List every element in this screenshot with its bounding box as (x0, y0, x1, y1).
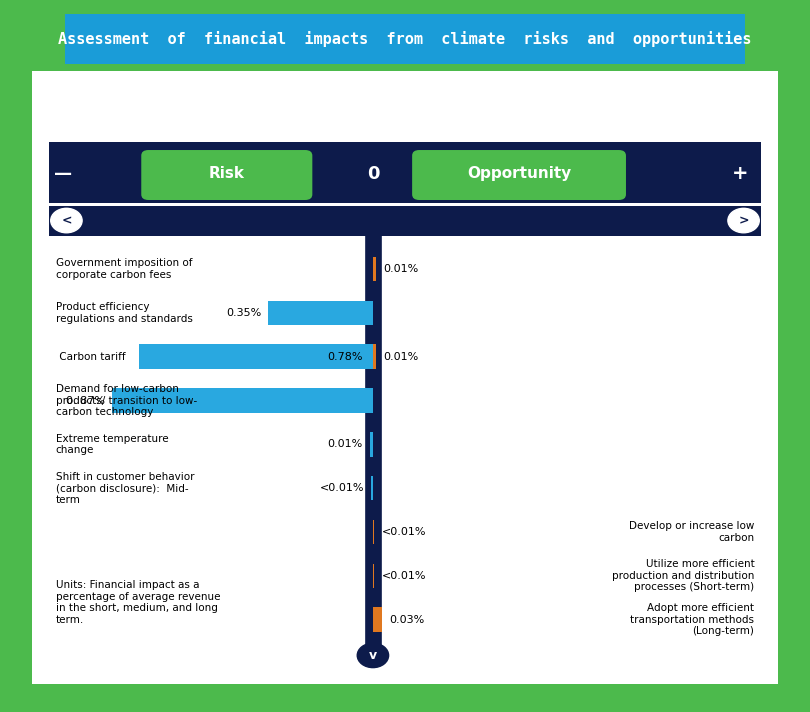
Text: Shift in customer behavior
(carbon disclosure):  Mid-
term: Shift in customer behavior (carbon discl… (56, 471, 194, 505)
Circle shape (357, 643, 389, 668)
Text: Risk: Risk (209, 167, 245, 182)
Text: Carbon tariff: Carbon tariff (56, 352, 126, 362)
FancyBboxPatch shape (25, 65, 785, 690)
FancyBboxPatch shape (139, 345, 373, 369)
Text: Demand for low-carbon
products/ transition to low-
carbon technology: Demand for low-carbon products/ transiti… (56, 384, 197, 417)
Text: v: v (369, 649, 377, 662)
Text: <0.01%: <0.01% (320, 483, 364, 493)
Text: 0.01%: 0.01% (383, 264, 418, 274)
Text: Develop or increase low
carbon: Develop or increase low carbon (629, 521, 754, 543)
Circle shape (728, 209, 759, 233)
Text: Assessment  of  financial  impacts  from  climate  risks  and  opportunities: Assessment of financial impacts from cli… (58, 31, 752, 47)
FancyBboxPatch shape (268, 300, 373, 325)
Text: 0.01%: 0.01% (327, 439, 363, 449)
FancyBboxPatch shape (373, 563, 374, 588)
FancyBboxPatch shape (49, 206, 761, 236)
FancyBboxPatch shape (373, 607, 382, 632)
Text: <: < (62, 214, 71, 227)
Text: <0.01%: <0.01% (382, 571, 426, 581)
FancyBboxPatch shape (373, 520, 374, 544)
Text: +: + (731, 164, 748, 184)
Text: <0.01%: <0.01% (382, 527, 426, 537)
Text: Extreme temperature
change: Extreme temperature change (56, 434, 168, 455)
FancyBboxPatch shape (370, 432, 373, 456)
Text: 0.01%: 0.01% (383, 352, 418, 362)
Text: Units: Financial impact as a
percentage of average revenue
in the short, medium,: Units: Financial impact as a percentage … (56, 580, 220, 625)
Text: Utilize more efficient
production and distribution
processes (Short-term): Utilize more efficient production and di… (612, 559, 754, 592)
FancyBboxPatch shape (31, 12, 779, 66)
Text: Opportunity: Opportunity (467, 167, 571, 182)
Text: —: — (53, 165, 72, 183)
FancyBboxPatch shape (412, 150, 626, 200)
FancyBboxPatch shape (113, 388, 373, 413)
Text: Product efficiency
regulations and standards: Product efficiency regulations and stand… (56, 302, 193, 324)
Text: 0.78%: 0.78% (327, 352, 363, 362)
Text: 0. 87%: 0. 87% (66, 396, 105, 406)
Circle shape (51, 209, 82, 233)
FancyBboxPatch shape (49, 142, 761, 203)
Text: >: > (739, 214, 748, 227)
Text: Adopt more efficient
transportation methods
(Long-term): Adopt more efficient transportation meth… (630, 603, 754, 637)
FancyBboxPatch shape (141, 150, 313, 200)
Text: Government imposition of
corporate carbon fees: Government imposition of corporate carbo… (56, 258, 192, 280)
Text: 0: 0 (367, 165, 379, 183)
Text: 0.35%: 0.35% (226, 308, 261, 318)
Text: 0.03%: 0.03% (389, 614, 424, 624)
FancyBboxPatch shape (373, 257, 376, 281)
FancyBboxPatch shape (372, 476, 373, 501)
FancyBboxPatch shape (373, 345, 376, 369)
